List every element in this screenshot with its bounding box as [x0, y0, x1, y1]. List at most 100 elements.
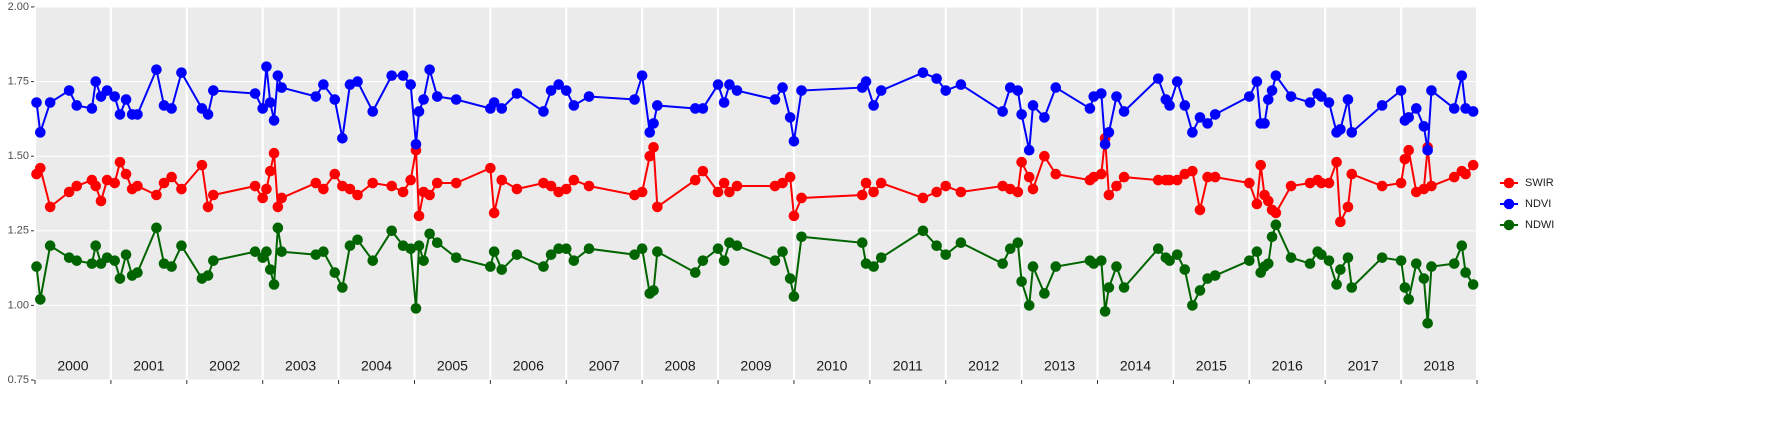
data-point: [114, 156, 126, 168]
year-label: 2013: [1044, 358, 1075, 374]
data-point: [109, 91, 120, 102]
data-point: [367, 177, 379, 189]
data-point: [405, 243, 416, 255]
data-point: [397, 70, 409, 81]
data-point: [1004, 243, 1016, 255]
data-point: [337, 282, 348, 293]
data-point: [386, 180, 398, 192]
legend-label: NDWI: [1525, 219, 1554, 231]
data-point: [208, 189, 219, 201]
data-point: [1346, 282, 1358, 293]
data-point: [731, 180, 743, 192]
data-point: [931, 240, 942, 252]
year-label: 2001: [133, 358, 164, 374]
data-point: [545, 249, 557, 260]
data-point: [777, 246, 788, 257]
data-point: [1039, 288, 1050, 299]
data-point: [538, 261, 549, 272]
data-point: [1171, 76, 1183, 87]
data-point: [1096, 255, 1107, 266]
data-point: [413, 106, 425, 117]
data-point: [1111, 91, 1122, 102]
data-point: [644, 127, 656, 138]
data-point: [44, 201, 56, 213]
data-point: [329, 168, 341, 180]
data-point: [1448, 103, 1460, 114]
data-point: [1316, 91, 1327, 102]
data-point: [1262, 94, 1274, 105]
data-point: [120, 168, 132, 180]
data-point: [1251, 198, 1263, 210]
data-point: [955, 237, 967, 249]
year-label: 2009: [740, 358, 771, 374]
data-point: [1418, 273, 1430, 284]
data-point: [1403, 112, 1414, 123]
data-point: [431, 237, 443, 249]
data-point: [496, 103, 508, 114]
data-point: [940, 249, 952, 260]
data-point: [405, 79, 416, 90]
y-tick-label: 1.50: [8, 150, 29, 162]
data-point: [1410, 103, 1422, 114]
data-point: [485, 162, 496, 174]
data-point: [1084, 103, 1096, 114]
data-point: [1171, 174, 1183, 186]
data-point: [257, 192, 268, 204]
data-point: [109, 177, 120, 189]
data-point: [1103, 127, 1115, 138]
data-point: [1118, 282, 1130, 293]
data-point: [917, 225, 929, 237]
data-point: [261, 183, 272, 195]
data-point: [868, 261, 879, 272]
data-point: [386, 225, 398, 237]
data-point: [31, 97, 42, 108]
data-point: [1426, 261, 1437, 272]
year-label: 2014: [1120, 358, 1151, 374]
data-point: [424, 228, 435, 240]
data-point: [697, 255, 709, 266]
data-point: [697, 103, 709, 114]
data-point: [997, 106, 1008, 117]
data-point: [689, 103, 701, 114]
legend-swatch: [1503, 177, 1515, 189]
data-point: [1118, 106, 1130, 117]
year-label: 2000: [57, 358, 88, 374]
data-point: [1266, 231, 1278, 243]
data-point: [413, 240, 425, 252]
data-point: [158, 177, 170, 189]
data-point: [1023, 144, 1035, 156]
data-point: [997, 258, 1008, 269]
data-point: [955, 79, 967, 90]
y-tick-label: 2.00: [8, 1, 29, 13]
data-point: [1111, 180, 1122, 192]
data-point: [166, 261, 177, 272]
data-point: [249, 246, 261, 257]
data-point: [318, 246, 329, 257]
data-point: [648, 118, 659, 129]
data-point: [431, 177, 443, 189]
data-point: [1467, 106, 1479, 117]
data-point: [1426, 85, 1437, 96]
data-point: [583, 180, 595, 192]
data-point: [796, 231, 807, 243]
year-label: 2018: [1423, 358, 1454, 374]
data-point: [1285, 252, 1297, 263]
data-point: [1399, 153, 1411, 165]
data-point: [1023, 300, 1035, 311]
year-label: 2004: [361, 358, 392, 374]
data-point: [731, 85, 743, 96]
data-point: [86, 103, 98, 114]
data-point: [71, 100, 83, 111]
data-point: [712, 186, 724, 198]
data-point: [431, 91, 443, 102]
data-point: [511, 88, 523, 99]
data-point: [1027, 261, 1039, 272]
data-point: [176, 240, 187, 252]
data-point: [1187, 165, 1198, 177]
data-point: [1118, 171, 1130, 183]
data-point: [868, 100, 879, 111]
data-point: [940, 180, 952, 192]
data-point: [1346, 168, 1358, 180]
data-point: [196, 159, 208, 171]
